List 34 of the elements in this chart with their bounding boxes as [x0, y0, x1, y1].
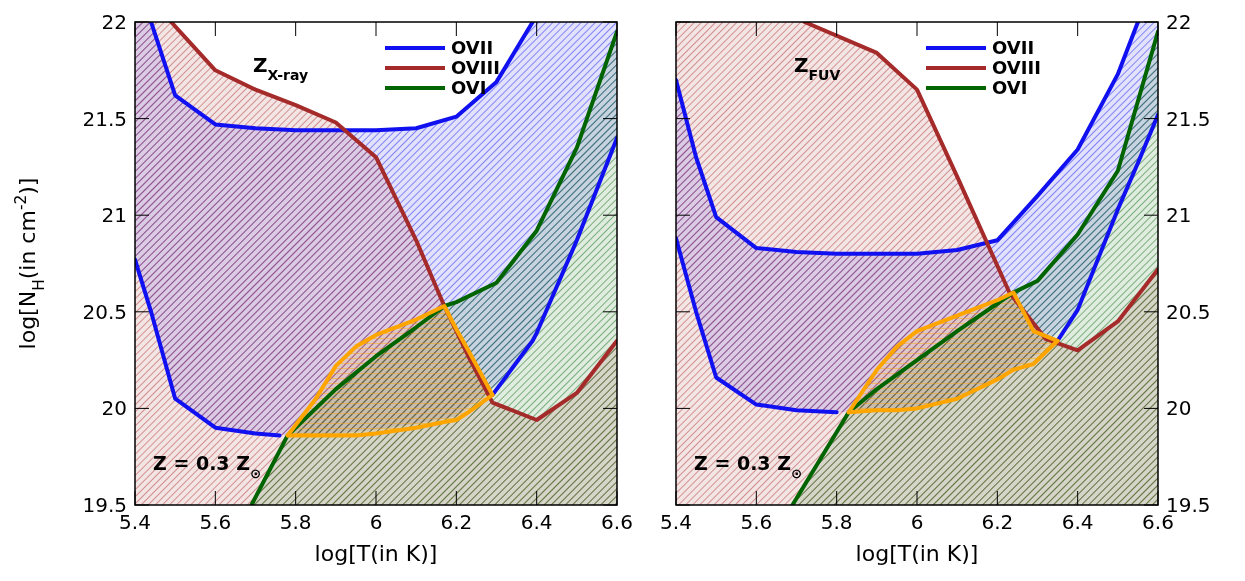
annotation: Z = 0.3 Z$_{⊙}$	[153, 452, 262, 481]
x-tick-label: 6	[910, 510, 924, 534]
y-tick-label: 20.5	[82, 299, 127, 324]
y-tick-label: 21.5	[1166, 106, 1211, 131]
legend-label: OVIII	[451, 57, 500, 78]
x-tick-label: 5.6	[199, 510, 232, 534]
legend-label: OVIII	[992, 57, 1041, 78]
x-tick-label: 5.8	[279, 510, 312, 534]
x-tick-label: 6.6	[601, 510, 633, 534]
legend-label: OVI	[992, 77, 1028, 98]
x-tick-label: 6.2	[981, 510, 1014, 534]
annotation: Z = 0.3 Z$_{⊙}$	[694, 452, 803, 481]
annotation: Z$_{X-ray}$	[253, 53, 309, 83]
x-axis-title: log[T(in K)]	[314, 541, 438, 566]
x-tick-label: 5.8	[820, 510, 853, 534]
legend-label: OVII	[451, 37, 494, 58]
y-tick-label: 20.5	[1166, 299, 1211, 324]
x-tick-label: 6.4	[1061, 510, 1094, 534]
x-axis-title: log[T(in K)]	[855, 541, 979, 566]
y-tick-label: 22	[101, 10, 127, 34]
y-tick-label: 20	[1166, 396, 1192, 421]
legend-label: OVII	[992, 37, 1035, 58]
y-tick-label: 22	[1166, 10, 1192, 34]
y-tick-label: 21.5	[82, 106, 127, 131]
x-tick-label: 5.4	[660, 510, 692, 534]
y-tick-label: 21	[1166, 203, 1192, 228]
y-tick-label: 21	[101, 203, 127, 228]
legend-label: OVI	[451, 77, 487, 98]
x-tick-label: 6.4	[520, 510, 553, 534]
annotation: Z$_{FUV}$	[794, 53, 841, 83]
y-tick-label: 20	[101, 396, 127, 421]
x-tick-label: 6	[369, 510, 383, 534]
x-tick-label: 5.6	[740, 510, 773, 534]
x-tick-label: 6.2	[440, 510, 473, 534]
